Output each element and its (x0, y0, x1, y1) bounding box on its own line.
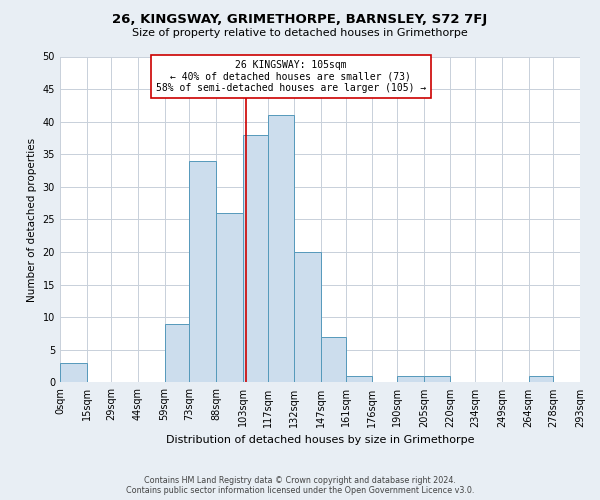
Bar (60, 363, 86, 382)
Bar (346, 376, 373, 382)
Bar (190, 161, 216, 382)
Bar (397, 376, 424, 382)
Bar (529, 376, 553, 382)
Bar (243, 134, 268, 382)
Text: Size of property relative to detached houses in Grimethorpe: Size of property relative to detached ho… (132, 28, 468, 38)
Text: Contains HM Land Registry data © Crown copyright and database right 2024.
Contai: Contains HM Land Registry data © Crown c… (126, 476, 474, 495)
X-axis label: Distribution of detached houses by size in Grimethorpe: Distribution of detached houses by size … (166, 435, 474, 445)
Bar (424, 376, 451, 382)
Bar (294, 252, 321, 382)
Bar (321, 337, 346, 382)
Bar (216, 213, 243, 382)
Text: 26 KINGSWAY: 105sqm
← 40% of detached houses are smaller (73)
58% of semi-detach: 26 KINGSWAY: 105sqm ← 40% of detached ho… (155, 60, 426, 93)
Bar (268, 115, 294, 382)
Y-axis label: Number of detached properties: Number of detached properties (27, 138, 37, 302)
Text: 26, KINGSWAY, GRIMETHORPE, BARNSLEY, S72 7FJ: 26, KINGSWAY, GRIMETHORPE, BARNSLEY, S72… (112, 12, 488, 26)
Bar (164, 324, 190, 382)
